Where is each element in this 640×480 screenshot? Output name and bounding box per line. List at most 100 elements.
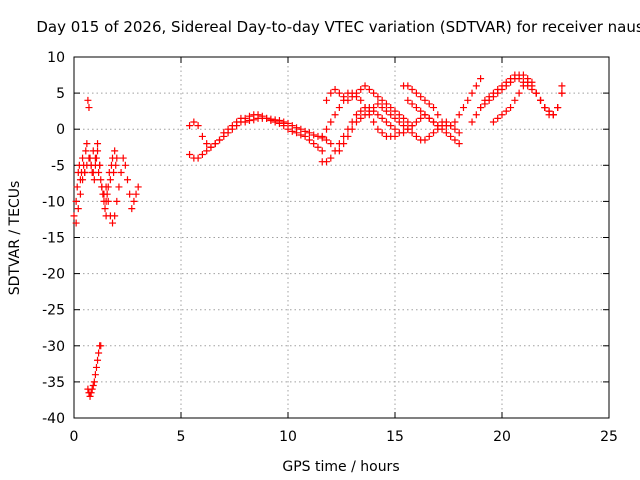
data-point: [79, 154, 87, 162]
data-point: [305, 136, 313, 144]
data-point: [511, 71, 519, 79]
data-point: [130, 197, 138, 205]
data-point: [90, 176, 98, 184]
data-point: [421, 96, 429, 104]
data-point: [434, 122, 442, 130]
data-point: [207, 143, 215, 151]
data-point: [541, 104, 549, 112]
data-point: [85, 104, 93, 112]
data-point: [357, 114, 365, 122]
data-point: [271, 118, 279, 126]
data-point: [378, 96, 386, 104]
data-point: [408, 122, 416, 130]
data-point: [301, 132, 309, 140]
y-tick-label: -15: [42, 231, 65, 247]
data-point: [318, 147, 326, 155]
data-point: [378, 104, 386, 112]
data-point: [94, 147, 102, 155]
y-tick-label: -35: [42, 375, 65, 391]
data-point: [82, 147, 90, 155]
x-tick-label: 5: [177, 429, 186, 445]
data-point: [408, 100, 416, 108]
series-track-1: [186, 114, 335, 162]
y-tick-label: -30: [42, 339, 65, 355]
data-point: [70, 212, 78, 220]
data-point: [211, 140, 219, 148]
data-point: [228, 122, 236, 130]
y-tick-label: 10: [47, 50, 65, 66]
data-point: [297, 131, 305, 139]
data-point: [404, 118, 412, 126]
data-point: [365, 85, 373, 93]
data-point: [280, 122, 288, 130]
data-point: [305, 129, 313, 137]
data-point: [455, 140, 463, 148]
data-point: [404, 125, 412, 133]
data-point: [288, 127, 296, 135]
data-point: [408, 85, 416, 93]
data-point: [494, 114, 502, 122]
data-point: [254, 111, 262, 119]
data-point: [400, 129, 408, 137]
data-point: [489, 118, 497, 126]
data-point: [110, 169, 118, 177]
data-point: [400, 122, 408, 130]
data-point: [374, 100, 382, 108]
data-point: [370, 104, 378, 112]
data-point: [198, 150, 206, 158]
data-point: [323, 96, 331, 104]
data-point: [323, 136, 331, 144]
data-point: [76, 190, 84, 198]
series-track-2: [186, 111, 326, 155]
data-point: [86, 392, 94, 400]
data-point: [92, 363, 100, 371]
data-point: [464, 96, 472, 104]
data-point: [507, 75, 515, 83]
data-points: [70, 71, 566, 400]
data-point: [101, 205, 109, 213]
data-point: [134, 183, 142, 191]
data-point: [258, 112, 266, 120]
data-point: [216, 136, 224, 144]
data-point: [102, 197, 110, 205]
data-point: [344, 132, 352, 140]
data-point: [477, 75, 485, 83]
data-point: [132, 190, 140, 198]
data-point: [430, 104, 438, 112]
data-point: [87, 389, 95, 397]
data-point: [468, 118, 476, 126]
data-point: [327, 154, 335, 162]
data-point: [224, 125, 232, 133]
data-point: [293, 129, 301, 137]
data-point: [468, 89, 476, 97]
data-point: [314, 143, 322, 151]
data-point: [494, 85, 502, 93]
data-point: [327, 89, 335, 97]
data-point: [370, 89, 378, 97]
grid: [74, 57, 609, 418]
x-tick-label: 20: [493, 429, 511, 445]
y-tick-label: -40: [42, 411, 65, 427]
data-point: [79, 176, 87, 184]
data-point: [519, 82, 527, 90]
data-point: [451, 118, 459, 126]
data-point: [447, 122, 455, 130]
data-point: [537, 96, 545, 104]
data-point: [387, 122, 395, 130]
data-point: [310, 140, 318, 148]
data-point: [438, 118, 446, 126]
data-point: [194, 154, 202, 162]
data-point: [408, 129, 416, 137]
data-point: [327, 118, 335, 126]
data-point: [545, 107, 553, 115]
data-point: [318, 132, 326, 140]
data-point: [331, 85, 339, 93]
data-point: [395, 111, 403, 119]
data-point: [412, 104, 420, 112]
data-point: [95, 349, 103, 357]
data-point: [438, 125, 446, 133]
data-point: [84, 96, 92, 104]
series-track-9: [468, 71, 566, 126]
series-track-8: [404, 96, 463, 148]
series-early-cluster-c: [72, 147, 110, 227]
